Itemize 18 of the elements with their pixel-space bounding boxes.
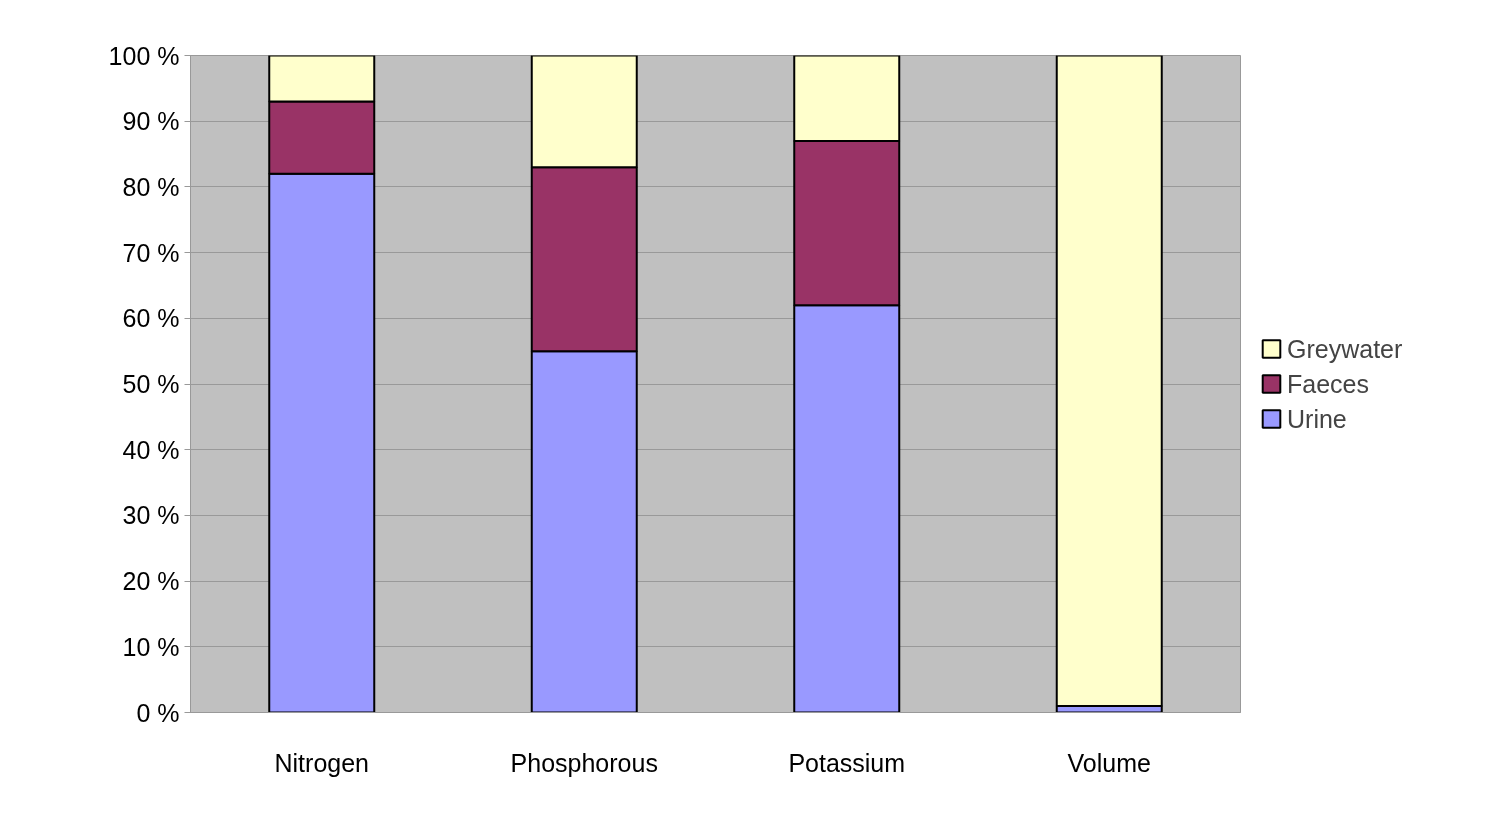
legend-label: Urine xyxy=(1287,404,1347,433)
x-tick-label: Volume xyxy=(1067,748,1151,777)
x-tick-label: Potassium xyxy=(788,748,906,777)
y-tick-label: 80 % xyxy=(122,172,180,201)
y-tick-label: 30 % xyxy=(122,501,180,530)
y-tick-label: 0 % xyxy=(136,698,180,727)
y-tick-label: 20 % xyxy=(122,567,180,596)
y-tick-label: 90 % xyxy=(122,107,180,136)
y-tick-label: 40 % xyxy=(122,435,180,464)
y-tick-label: 10 % xyxy=(122,632,180,661)
y-tick-label: 70 % xyxy=(122,238,180,267)
y-tick-label: 60 % xyxy=(122,304,180,333)
y-tick-label: 50 % xyxy=(122,370,180,398)
legend-label: Greywater xyxy=(1287,334,1403,363)
x-tick-label: Phosphorous xyxy=(510,748,658,777)
legend-label: Faeces xyxy=(1287,369,1369,398)
y-tick-label: 100 % xyxy=(108,41,180,70)
x-tick-label: Nitrogen xyxy=(274,748,369,777)
